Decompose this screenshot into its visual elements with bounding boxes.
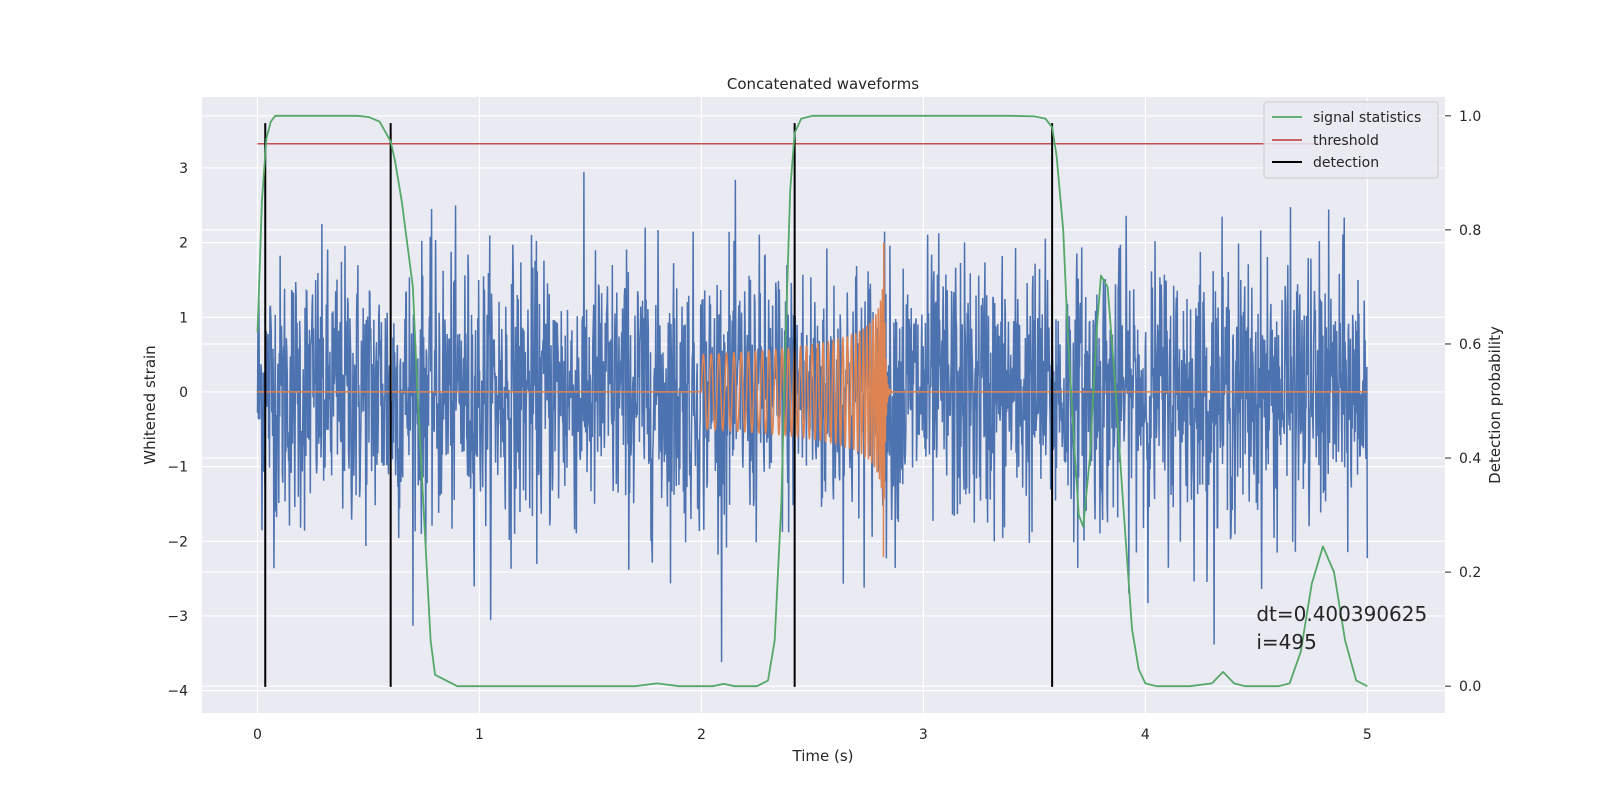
y2-tick-label: 0.0: [1459, 679, 1481, 695]
y2-tick-label: 0.6: [1459, 337, 1481, 353]
y-tick-label: −1: [167, 460, 188, 476]
signal-statistics-line: [256, 114, 1368, 688]
series-layer: [256, 114, 1369, 688]
legend-label-signal-statistics: signal statistics: [1313, 110, 1421, 126]
y2-tick-label: 0.2: [1459, 565, 1481, 581]
y-tick-label: −4: [167, 684, 188, 700]
chart-title: Concatenated waveforms: [727, 75, 919, 93]
annotation-text: i=495: [1256, 630, 1317, 654]
x-axis-title: Time (s): [792, 747, 854, 765]
x-tick-label: 2: [697, 727, 706, 743]
legend: signal statistics threshold detection: [1263, 101, 1439, 179]
y2-tick-label: 0.8: [1459, 223, 1481, 239]
y-tick-label: −2: [167, 534, 188, 550]
x-tick-label: 5: [1363, 727, 1372, 743]
annotation-text: dt=0.400390625: [1256, 602, 1427, 626]
legend-label-detection: detection: [1313, 155, 1379, 171]
y2-tick-label: 0.4: [1459, 451, 1481, 467]
y-axis-title: Whitened strain: [141, 345, 159, 464]
strain-noise-line: [256, 171, 1369, 663]
y-tick-label: 1: [179, 310, 188, 326]
y-tick-label: 0: [179, 385, 188, 401]
y-tick-label: −3: [167, 609, 188, 625]
y-tick-label: 2: [179, 236, 188, 252]
tick-labels: 0 1 2 3 4 5 −4 −3 −2 −1 0 1 2 3 0.0 0.2 0.4 0.6 0.8 1.0: [167, 109, 1481, 743]
annotations: dt=0.400390625 i=495: [1256, 602, 1427, 654]
y2-axis-title: Detection probability: [1486, 326, 1504, 484]
x-tick-label: 3: [919, 727, 928, 743]
x-tick-label: 0: [253, 727, 262, 743]
legend-label-threshold: threshold: [1313, 133, 1379, 149]
legend-box: [1263, 101, 1439, 179]
y2-tick-label: 1.0: [1459, 109, 1481, 125]
chirp-waveform-line: [257, 242, 1368, 558]
x-tick-label: 1: [475, 727, 484, 743]
y-tick-label: 3: [179, 161, 188, 177]
x-tick-label: 4: [1141, 727, 1150, 743]
